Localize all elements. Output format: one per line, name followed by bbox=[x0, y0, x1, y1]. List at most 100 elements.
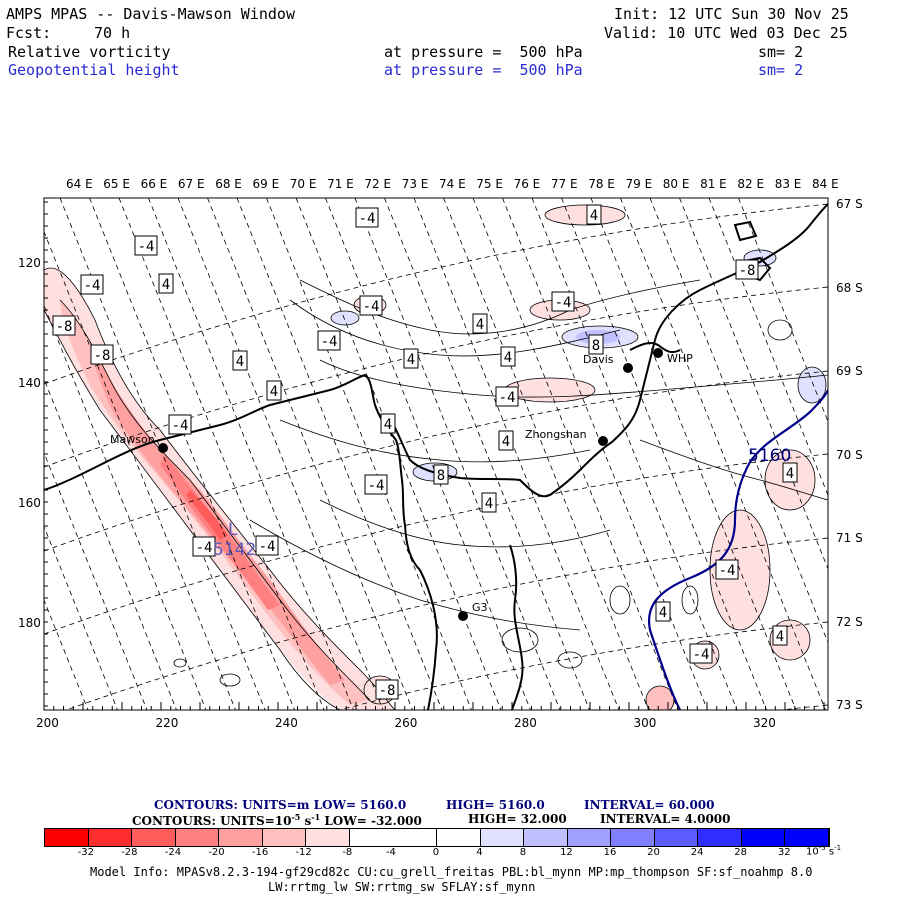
colorbar-tick-label: -8 bbox=[342, 847, 353, 858]
meridian-line bbox=[118, 198, 325, 710]
height-contour-info: CONTOURS: UNITS=m LOW= 5160.0 bbox=[154, 798, 407, 812]
colorbar-tick-label: 16 bbox=[603, 847, 617, 858]
longitude-label: 83 E bbox=[774, 177, 802, 191]
station-marker-davis bbox=[623, 363, 633, 373]
parallel-line bbox=[44, 286, 828, 468]
longitude-label: 69 E bbox=[252, 177, 280, 191]
meridian-line bbox=[738, 198, 828, 423]
colorbar-tick-label: 32 bbox=[777, 847, 791, 858]
longitude-label: 66 E bbox=[140, 177, 168, 191]
y-tick-label: 140 bbox=[18, 376, 41, 390]
vorticity-label: -4 bbox=[363, 299, 380, 315]
vorticity-label-box bbox=[481, 492, 497, 513]
longitude-label: 82 E bbox=[737, 177, 765, 191]
station-label-whp: WHP bbox=[667, 352, 693, 365]
station-marker-g3 bbox=[458, 611, 468, 621]
vorticity-shading bbox=[44, 205, 815, 710]
station-label-mawson: Mawson bbox=[110, 433, 155, 446]
meridian-line bbox=[472, 198, 679, 710]
longitude-label: 75 E bbox=[476, 177, 503, 191]
meridian-line bbox=[295, 198, 502, 710]
vort-units-exp: -5 bbox=[291, 812, 301, 822]
vorticity-label: 4 bbox=[162, 277, 170, 293]
vorticity-label: 4 bbox=[502, 434, 510, 450]
colorbar-segment bbox=[45, 829, 89, 846]
vorticity-label-box bbox=[433, 464, 449, 485]
vort-units-s: s bbox=[300, 814, 312, 828]
vorticity-label: -4 bbox=[499, 390, 516, 406]
latlon-grid bbox=[44, 198, 828, 710]
meridian-line bbox=[354, 198, 561, 710]
vorticity-label-box bbox=[266, 380, 282, 401]
colorbar-units-base: 10 bbox=[806, 846, 819, 858]
longitude-label: 84 E bbox=[812, 177, 839, 191]
meridian-line bbox=[531, 198, 738, 710]
latitude-label: 69 S bbox=[836, 364, 863, 378]
colorbar-tick-label: 20 bbox=[647, 847, 660, 858]
vorticity-label: -4 bbox=[172, 418, 189, 434]
vorticity-label: -8 bbox=[56, 319, 73, 335]
colorbar-tick-label: -4 bbox=[385, 847, 396, 858]
station-marker-whp bbox=[653, 348, 663, 358]
meridian-line bbox=[443, 198, 649, 710]
colorbar-tick-label: 24 bbox=[690, 847, 704, 858]
vorticity-label-box bbox=[134, 235, 158, 256]
station-label-g3: G3 bbox=[472, 601, 488, 614]
colorbar-tick-label: 4 bbox=[476, 847, 483, 858]
axis-ticks bbox=[43, 201, 825, 710]
colorbar-tick-label: 28 bbox=[734, 847, 748, 858]
plot-title: AMPS MPAS -- Davis-Mawson Window bbox=[6, 5, 295, 23]
vorticity-label: 4 bbox=[407, 352, 415, 368]
vorticity-label: -8 bbox=[379, 683, 396, 699]
vorticity-label-box bbox=[498, 430, 514, 451]
station-label-davis: Davis bbox=[583, 353, 614, 366]
station-marker-zhongshan bbox=[598, 436, 608, 446]
forecast-hours: 70 h bbox=[94, 24, 131, 42]
longitude-label: 70 E bbox=[289, 177, 317, 191]
vorticity-label: -4 bbox=[196, 540, 213, 556]
field2-smoothing: sm= 2 bbox=[758, 61, 804, 79]
y-tick-label: 180 bbox=[18, 616, 41, 630]
station-marker-mawson bbox=[158, 443, 168, 453]
vorticity-label-box bbox=[158, 273, 174, 294]
colorbar-tick-label: 0 bbox=[432, 847, 440, 858]
station-label-zhongshan: Zhongshan bbox=[525, 428, 587, 441]
meridian-line bbox=[44, 525, 118, 710]
longitude-label: 64 E bbox=[66, 177, 93, 191]
forecast-label: Fcst: bbox=[6, 24, 52, 42]
colorbar-segment bbox=[567, 829, 612, 846]
vorticity-label-box bbox=[380, 413, 396, 434]
vorticity-contour-info: CONTOURS: UNITS=10-5 s-1 LOW= -32.000 bbox=[132, 812, 422, 828]
height-contours bbox=[647, 389, 828, 710]
longitude-label: 80 E bbox=[662, 177, 690, 191]
meridian-line bbox=[89, 198, 295, 710]
colorbar-segment bbox=[175, 829, 220, 846]
longitude-label: 76 E bbox=[513, 177, 541, 191]
colorbar-tick-label: -12 bbox=[295, 847, 312, 858]
vorticity-label-box bbox=[655, 601, 671, 622]
colorbar-tick-label: -20 bbox=[208, 847, 225, 858]
coastline bbox=[44, 203, 828, 710]
colorbar-segment bbox=[480, 829, 525, 846]
vorticity-label: -4 bbox=[555, 295, 572, 311]
vorticity-label-box bbox=[715, 559, 739, 580]
vorticity-label-box bbox=[472, 313, 488, 334]
vorticity-label-box bbox=[495, 386, 519, 407]
longitude-label: 65 E bbox=[103, 177, 130, 191]
parallel-line bbox=[778, 704, 828, 710]
vorticity-label-box bbox=[232, 350, 248, 371]
vorticity-label: 4 bbox=[504, 350, 512, 366]
latitude-label: 72 S bbox=[836, 614, 863, 629]
vorticity-label: 8 bbox=[437, 468, 445, 484]
vorticity-label-box bbox=[782, 462, 798, 483]
vort-units-exp2: -1 bbox=[311, 812, 321, 822]
parallel-line bbox=[44, 370, 828, 552]
height-contour-high: HIGH= 5160.0 bbox=[446, 798, 545, 812]
vorticity-label-box bbox=[588, 334, 604, 355]
vorticity-label-box bbox=[355, 207, 379, 228]
longitude-label: 67 E bbox=[177, 177, 205, 191]
vorticity-label-box bbox=[500, 346, 516, 367]
vorticity-label: 8 bbox=[592, 338, 600, 354]
station-markers bbox=[158, 348, 663, 621]
longitude-label: 71 E bbox=[327, 177, 354, 191]
